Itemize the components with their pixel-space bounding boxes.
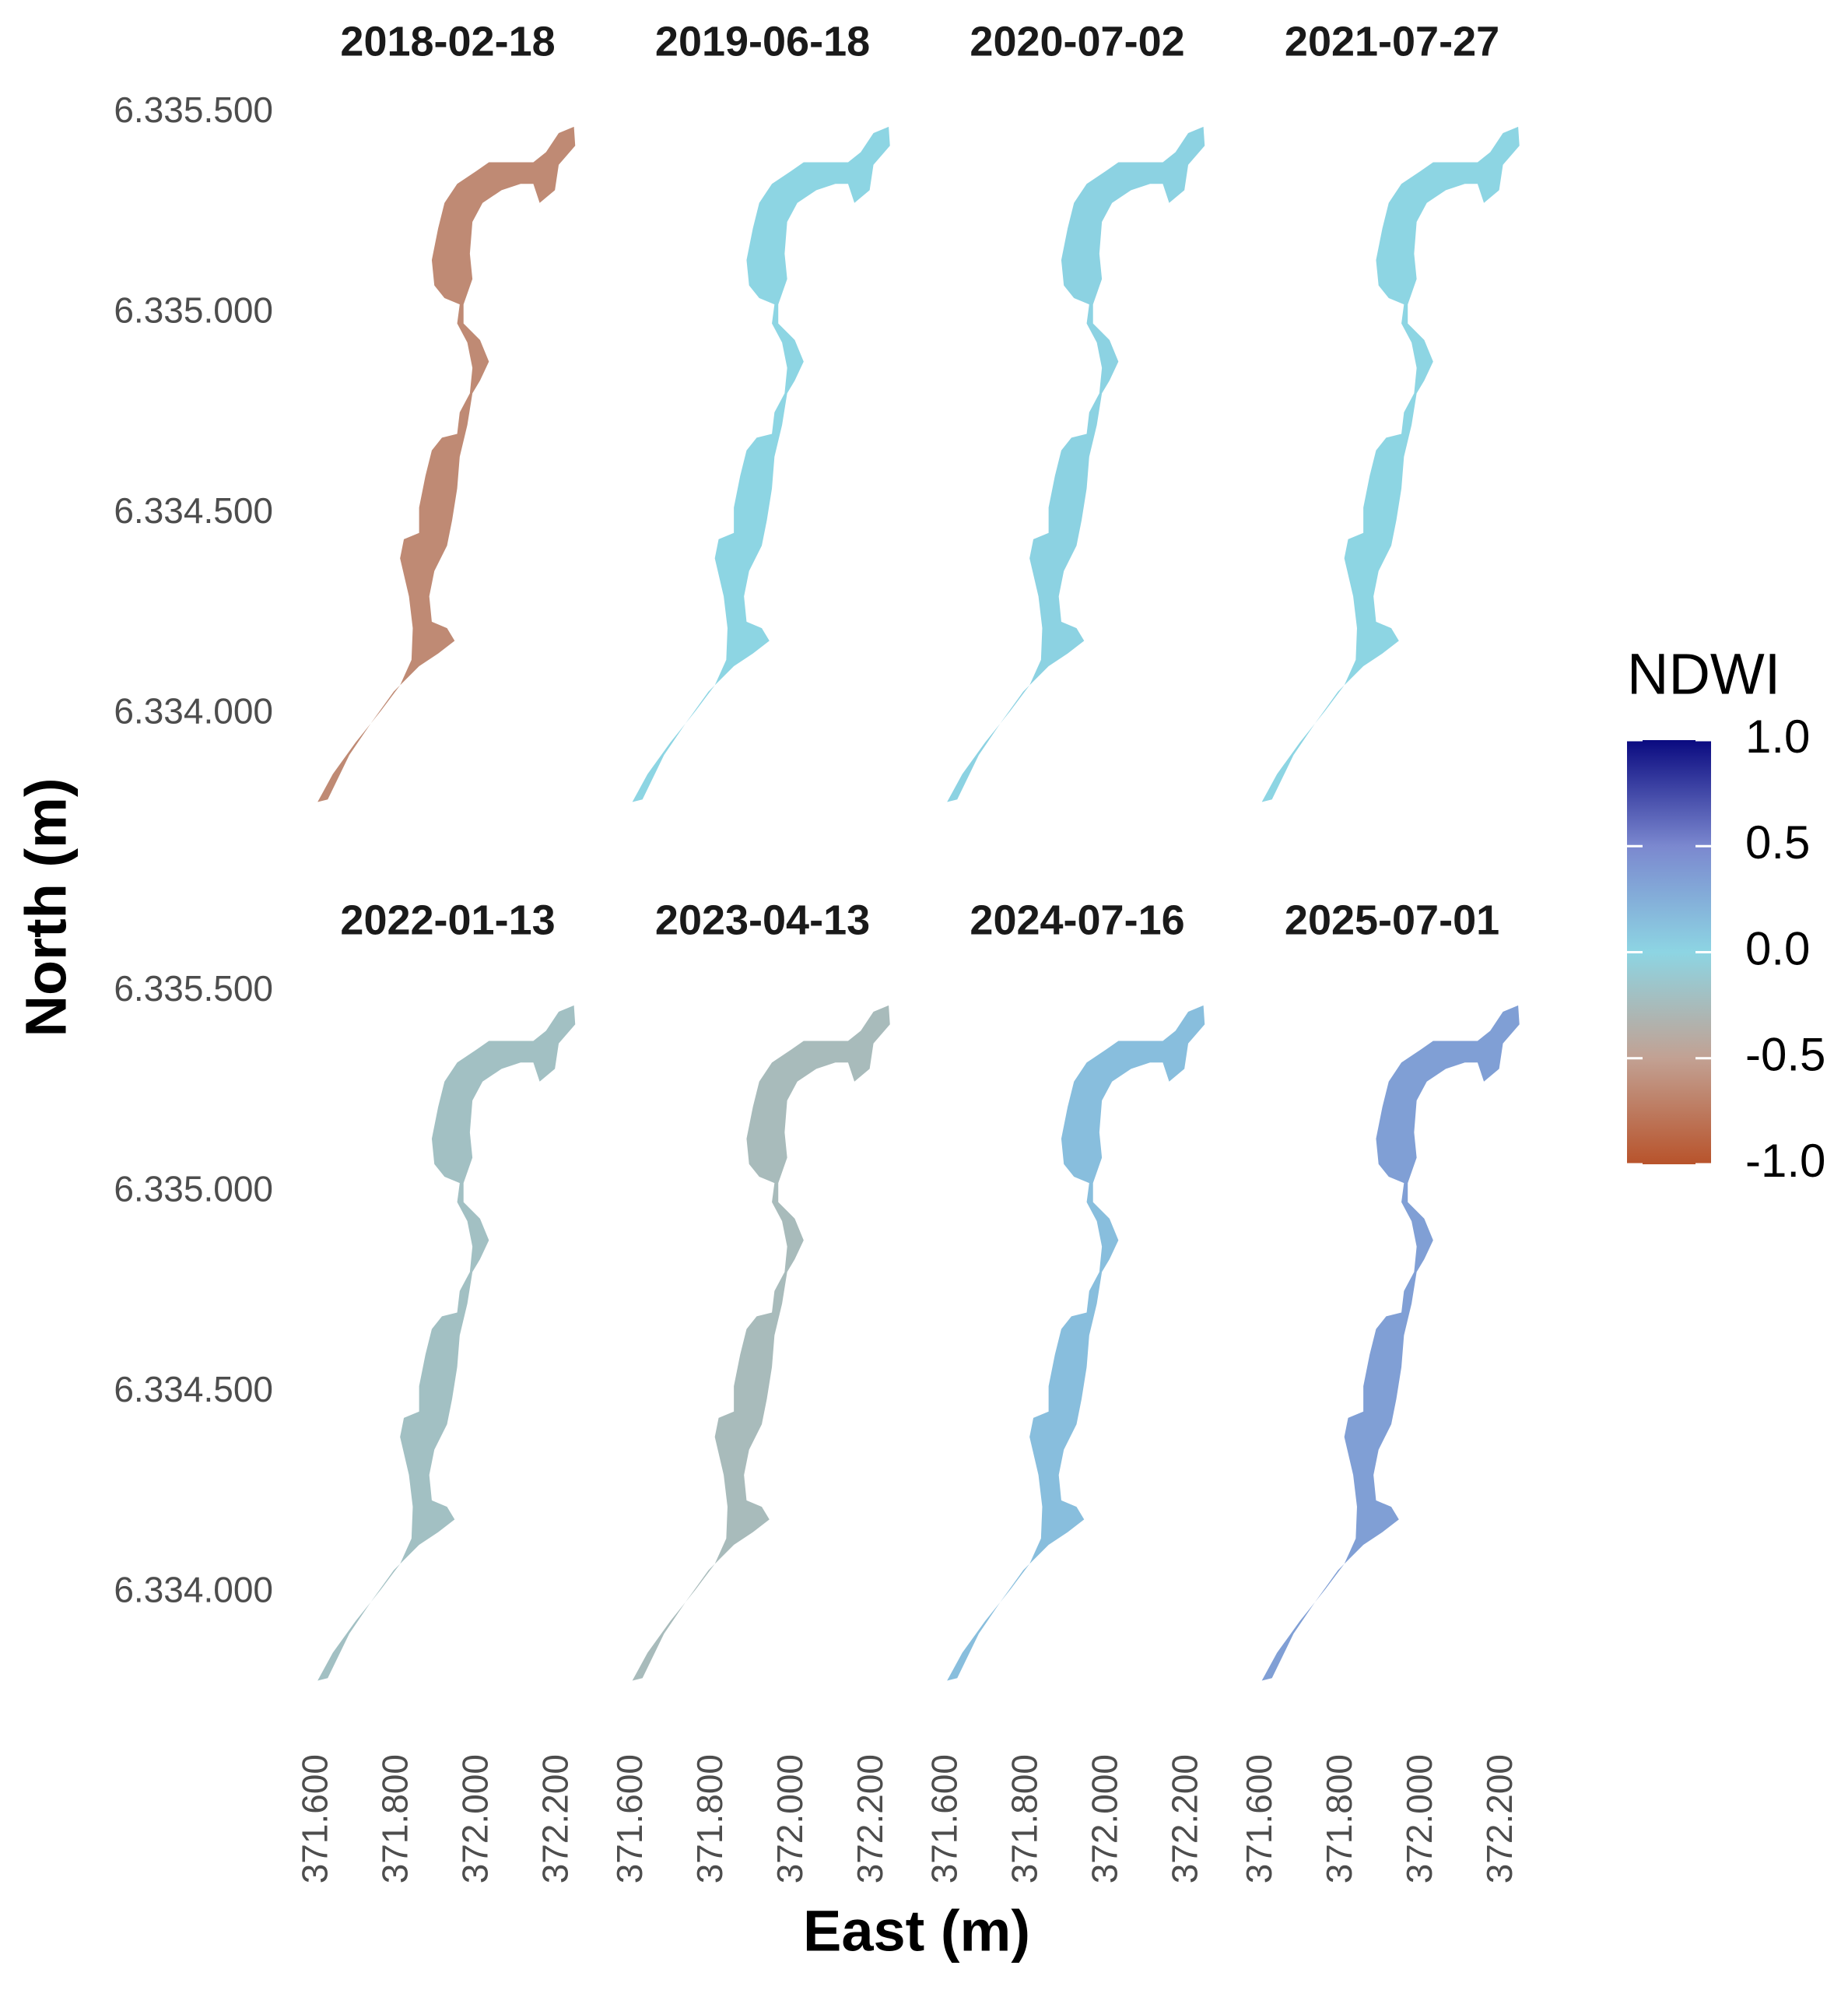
y-tick-label: 6.334.500 xyxy=(114,1369,273,1409)
x-tick-label: 372.000 xyxy=(1399,1754,1439,1883)
lake-raster xyxy=(317,126,576,802)
lake-raster xyxy=(1261,1005,1520,1681)
colorbar-tick-label: -0.5 xyxy=(1745,1029,1825,1081)
lake-raster xyxy=(1261,126,1520,802)
y-tick-label: 6.335.500 xyxy=(114,89,273,130)
x-tick-label: 371.600 xyxy=(1239,1754,1279,1883)
lake-raster xyxy=(632,126,890,802)
colorbar-tick-label: 1.0 xyxy=(1745,711,1810,763)
lake-raster xyxy=(947,1005,1205,1681)
panel-title: 2020-07-02 xyxy=(970,18,1184,65)
lake-raster xyxy=(632,1005,890,1681)
x-tick-label: 371.600 xyxy=(924,1754,964,1883)
y-tick-label: 6.335.500 xyxy=(114,968,273,1009)
colorbar-tick-label: 0.5 xyxy=(1745,816,1810,869)
x-tick-label: 372.000 xyxy=(454,1754,495,1883)
lake-raster xyxy=(947,126,1205,802)
panel-title: 2025-07-01 xyxy=(1285,897,1499,943)
x-tick-label: 371.800 xyxy=(1004,1754,1044,1883)
colorbar-tick-label: 0.0 xyxy=(1745,922,1810,974)
panel-title: 2018-02-18 xyxy=(340,18,555,65)
panel-title: 2023-04-13 xyxy=(655,897,870,943)
panel-title: 2022-01-13 xyxy=(340,897,555,943)
x-tick-label: 372.200 xyxy=(535,1754,575,1883)
panel-title: 2019-06-18 xyxy=(655,18,870,65)
x-tick-label: 371.800 xyxy=(1319,1754,1359,1883)
y-axis-label: North (m) xyxy=(14,778,79,1037)
x-tick-label: 372.200 xyxy=(1479,1754,1520,1883)
y-tick-label: 6.334.000 xyxy=(114,691,273,732)
y-tick-label: 6.334.500 xyxy=(114,490,273,531)
x-axis-label: East (m) xyxy=(803,1899,1030,1964)
y-tick-label: 6.334.000 xyxy=(114,1570,273,1610)
x-tick-label: 372.200 xyxy=(850,1754,890,1883)
y-tick-label: 6.335.000 xyxy=(114,290,273,331)
x-tick-label: 371.800 xyxy=(374,1754,415,1883)
x-tick-label: 372.000 xyxy=(1084,1754,1124,1883)
panel-title: 2021-07-27 xyxy=(1285,18,1499,65)
x-tick-label: 371.600 xyxy=(294,1754,335,1883)
x-tick-label: 371.600 xyxy=(609,1754,650,1883)
x-tick-label: 372.000 xyxy=(770,1754,810,1883)
lake-raster xyxy=(317,1005,576,1681)
y-tick-label: 6.335.000 xyxy=(114,1169,273,1209)
x-tick-label: 371.800 xyxy=(689,1754,730,1883)
colorbar-title: NDWI xyxy=(1627,642,1780,707)
panel-title: 2024-07-16 xyxy=(970,897,1184,943)
colorbar-tick-label: -1.0 xyxy=(1745,1135,1825,1187)
x-tick-label: 372.200 xyxy=(1164,1754,1205,1883)
